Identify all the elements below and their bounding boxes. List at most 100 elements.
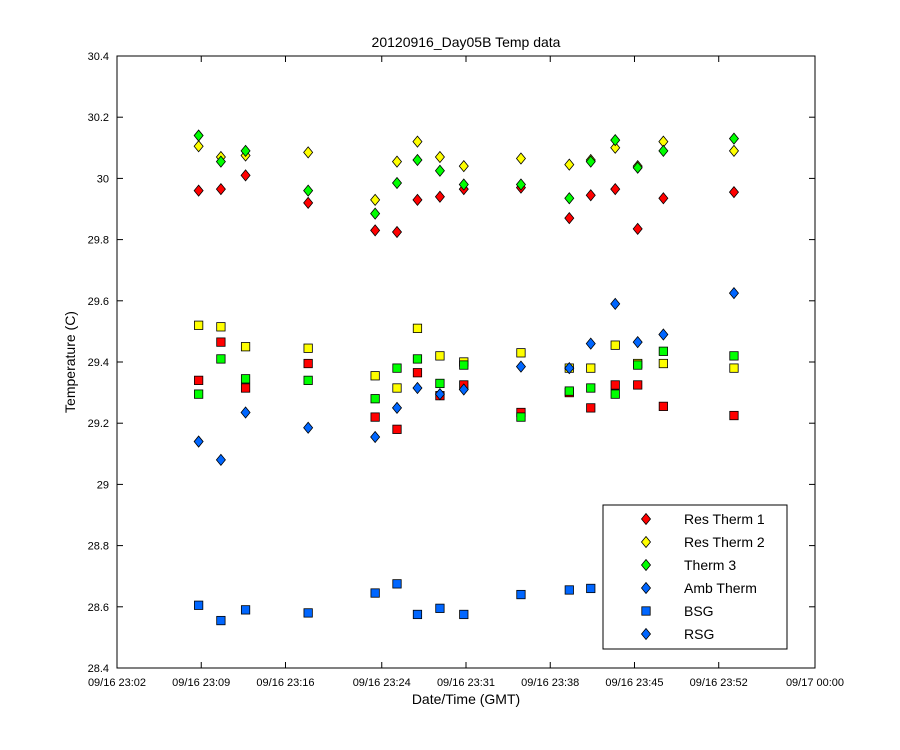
data-point — [658, 346, 668, 356]
data-point — [632, 161, 643, 174]
data-point — [585, 155, 596, 168]
data-point — [412, 381, 423, 395]
data-point — [516, 412, 526, 422]
legend-label: Res Therm 2 — [684, 534, 765, 550]
data-point — [728, 186, 739, 199]
x-tick-label: 09/17 00:00 — [786, 677, 844, 689]
data-point — [515, 360, 526, 373]
data-point — [391, 155, 403, 168]
data-point — [585, 337, 596, 350]
data-point — [632, 335, 643, 349]
data-point — [370, 588, 380, 598]
legend-marker — [641, 606, 651, 616]
data-point — [434, 164, 445, 177]
data-point — [610, 141, 621, 154]
data-point — [610, 297, 621, 310]
y-tick-label: 30 — [97, 173, 109, 185]
data-point — [458, 178, 469, 191]
y-tick-label: 29.2 — [88, 418, 109, 430]
y-tick-label: 29.6 — [88, 296, 109, 308]
data-point — [585, 189, 596, 202]
data-point — [412, 354, 423, 364]
data-point — [459, 360, 469, 370]
data-point — [729, 351, 739, 361]
data-point — [515, 152, 526, 165]
data-point — [303, 421, 314, 434]
data-point — [658, 144, 669, 157]
data-point — [516, 348, 526, 358]
data-point — [459, 609, 469, 620]
data-point — [240, 605, 251, 615]
y-tick-label: 30.2 — [88, 112, 109, 124]
data-point — [215, 182, 226, 196]
data-point — [216, 354, 226, 364]
y-tick-label: 29.8 — [88, 235, 109, 247]
axis-ticks: 09/16 23:02 09/16 23:09 09/16 23:16 09/16 2… — [88, 51, 844, 689]
data-point — [633, 360, 643, 370]
data-point — [193, 129, 204, 142]
data-point — [729, 410, 739, 421]
data-point — [303, 196, 314, 210]
data-point — [658, 401, 668, 411]
data-point — [370, 224, 381, 237]
data-point — [435, 378, 445, 389]
y-tick-label: 28.8 — [88, 541, 109, 553]
legend-label: Res Therm 1 — [684, 511, 765, 527]
data-point — [586, 363, 596, 373]
data-point — [193, 140, 204, 153]
legend-label: BSG — [684, 603, 714, 619]
data-point — [458, 383, 469, 396]
data-point — [412, 323, 423, 333]
data-point — [633, 380, 643, 390]
data-point — [194, 600, 204, 610]
data-point — [392, 383, 402, 393]
data-point — [729, 363, 739, 373]
legend-box — [602, 504, 788, 650]
legend-marker — [640, 627, 652, 641]
data-point — [586, 403, 596, 413]
data-point — [658, 358, 668, 369]
y-tick-label: 29 — [97, 479, 109, 491]
data-point — [370, 371, 380, 381]
legend-label: RSG — [684, 626, 714, 642]
data-point — [303, 375, 313, 385]
data-point — [610, 134, 621, 147]
data-point — [240, 144, 251, 157]
data-point — [216, 615, 226, 626]
data-point — [610, 182, 621, 196]
data-point — [240, 406, 251, 419]
legend-label: Therm 3 — [684, 557, 736, 573]
data-point — [240, 374, 251, 384]
data-point — [458, 160, 469, 173]
data-point — [370, 430, 381, 444]
data-point — [370, 394, 380, 404]
data-point — [728, 132, 739, 145]
x-tick-label: 09/16 23:09 — [172, 677, 230, 689]
data-point — [216, 337, 226, 347]
data-point — [516, 589, 526, 600]
data-point — [412, 609, 423, 620]
x-tick-label: 09/16 23:16 — [256, 677, 314, 689]
data-point — [564, 585, 574, 595]
data-point — [370, 193, 381, 206]
legend-marker — [640, 581, 652, 595]
y-tick-label: 28.6 — [88, 602, 109, 614]
data-point — [728, 144, 739, 157]
x-tick-label: 09/16 23:45 — [605, 677, 663, 689]
data-point — [434, 387, 445, 401]
data-point — [370, 207, 381, 220]
x-tick-label: 09/16 23:24 — [353, 677, 411, 689]
data-point — [303, 146, 314, 159]
data-point — [216, 322, 226, 332]
data-point — [586, 383, 596, 393]
data-point — [658, 192, 669, 205]
legend-marker — [640, 512, 652, 526]
data-point — [240, 342, 251, 352]
data-point — [194, 389, 204, 399]
x-tick-label: 09/16 23:38 — [521, 677, 579, 689]
series-therm-3 — [193, 129, 739, 220]
data-point — [391, 176, 403, 190]
data-point — [435, 603, 445, 613]
legend: Res Therm 1 Res Therm 2 Therm 3 Amb Therm BS… — [602, 504, 788, 650]
y-tick-label: 29.4 — [88, 357, 109, 369]
